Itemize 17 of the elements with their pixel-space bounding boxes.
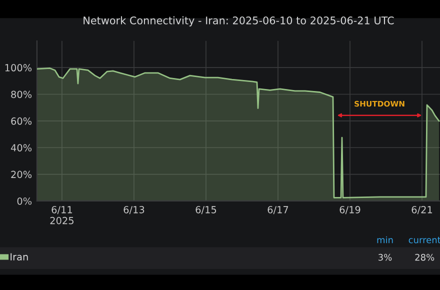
- x-tick-label: 6/11 2025: [50, 206, 74, 224]
- text: 3%: [378, 254, 392, 261]
- y-tick-label: 80%: [11, 90, 32, 98]
- x-tick-label: 6/15: [196, 206, 216, 214]
- y-tick-label: 40%: [10, 144, 32, 152]
- x-tick-label: 6/17: [268, 206, 288, 214]
- y-tick-label: 20%: [11, 170, 32, 178]
- legend-label: Iran: [10, 253, 28, 261]
- text: min: [377, 236, 393, 244]
- chart-title: Network Connectivity - Iran: 2025-06-10 to 2025-06-21 UTC: [84, 16, 394, 26]
- y-tick-label: 100%: [5, 64, 32, 72]
- text: 28%: [415, 254, 434, 261]
- x-tick-label: 6/19: [340, 206, 360, 214]
- y-tick-label: 0%: [17, 197, 32, 205]
- x-tick-label: 6/13: [124, 206, 144, 214]
- x-tick-label: 6/21: [412, 206, 432, 214]
- y-tick-label: 60%: [11, 117, 32, 125]
